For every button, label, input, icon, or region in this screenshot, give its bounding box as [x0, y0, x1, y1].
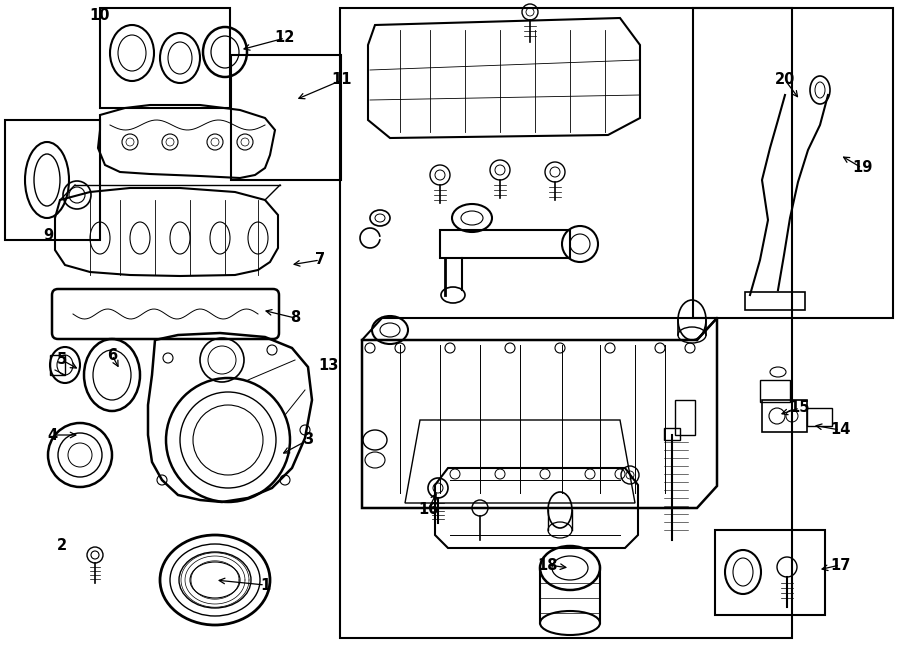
Bar	[807, 408, 832, 426]
Text: 17: 17	[830, 557, 850, 572]
Bar	[440, 230, 570, 258]
Text: 14: 14	[830, 422, 850, 438]
Text: 12: 12	[274, 30, 295, 46]
Text: 10: 10	[90, 7, 110, 22]
Text: 16: 16	[418, 502, 438, 518]
Text: 3: 3	[303, 432, 313, 447]
Bar	[715, 530, 825, 615]
Text: 11: 11	[332, 73, 352, 87]
Text: 18: 18	[538, 557, 558, 572]
Text: 1: 1	[260, 578, 270, 592]
Bar	[760, 380, 790, 402]
Text: 7: 7	[315, 253, 325, 268]
Bar	[50, 355, 65, 375]
Text: 13: 13	[318, 358, 338, 373]
Text: 5: 5	[57, 352, 68, 368]
Bar	[762, 400, 807, 432]
Bar	[100, 8, 230, 108]
Text: 2: 2	[57, 537, 68, 553]
Bar	[5, 120, 100, 240]
Bar	[693, 8, 893, 318]
Text: 8: 8	[290, 311, 300, 325]
Bar	[675, 400, 695, 435]
Text: 19: 19	[851, 161, 872, 176]
Bar	[745, 292, 805, 310]
Bar	[231, 55, 341, 180]
Text: 15: 15	[790, 401, 810, 416]
Text: 9: 9	[43, 227, 53, 243]
Bar	[664, 428, 680, 440]
Text: 4: 4	[47, 428, 57, 442]
Bar	[340, 8, 792, 638]
Text: 6: 6	[107, 348, 117, 362]
Circle shape	[91, 551, 99, 559]
Text: 20: 20	[775, 73, 796, 87]
